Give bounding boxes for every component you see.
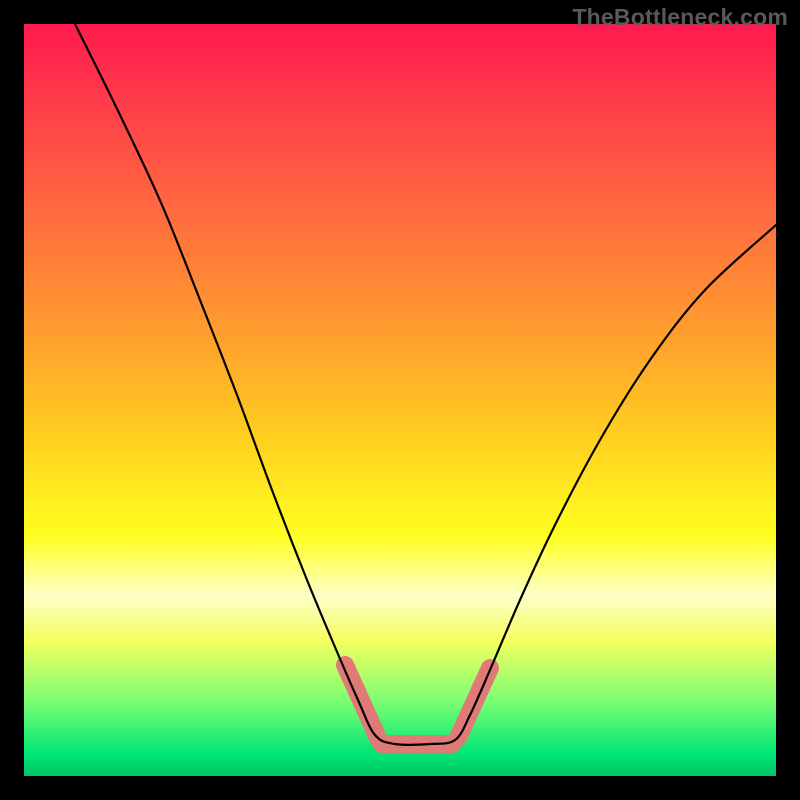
gradient-svg — [24, 24, 776, 776]
plot-background — [24, 24, 776, 776]
stage: TheBottleneck.com — [0, 0, 800, 800]
credit-watermark: TheBottleneck.com — [572, 4, 788, 31]
